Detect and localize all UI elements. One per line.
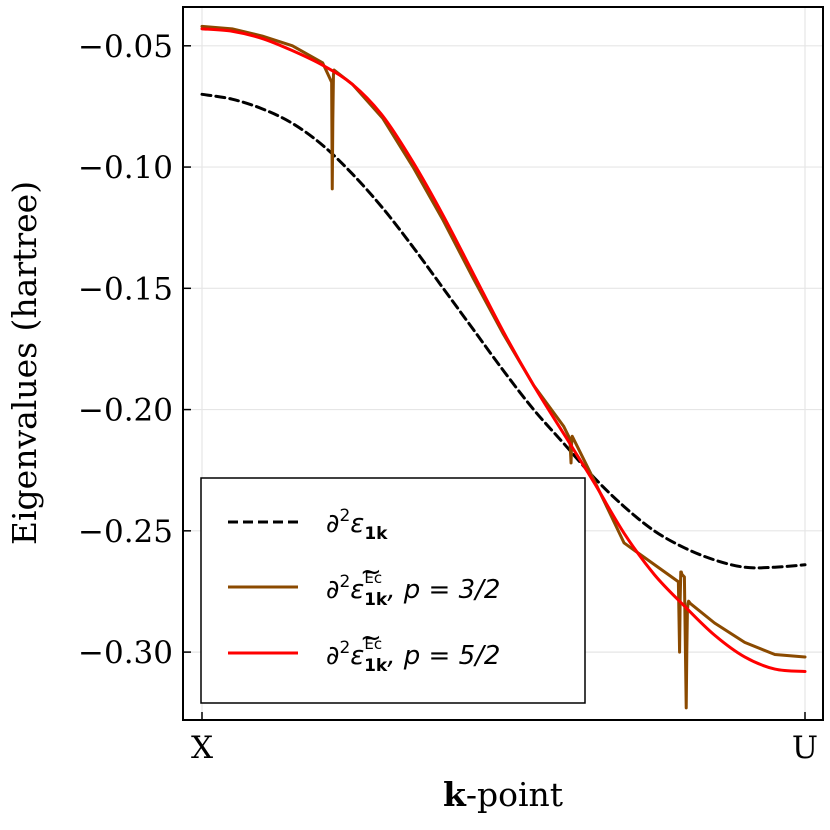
x-tick-label: U [792,730,818,766]
legend-0-sub: 1k [364,524,388,544]
legend-1-sub: 1k [364,590,388,610]
legend-2-p: , p = 5/2 [387,641,500,671]
legend-0-sup: 2 [339,506,350,526]
legend-2-sup: 2 [339,638,350,658]
x-axis-label-bold: k [443,775,467,814]
legend-label-1: ∂2εEc 1k, p = 3/2 [326,569,500,610]
legend-0-rest: ε [350,509,364,539]
legend-box [200,477,586,704]
y-tick-label: −0.25 [78,514,173,550]
x-axis-label: k-point [443,775,563,814]
y-tick-label: −0.20 [78,393,173,429]
series-line-2 [200,27,807,673]
legend-2-sub: 1k [364,656,388,676]
y-tick-label: −0.15 [78,271,173,307]
series-group [200,24,807,710]
y-tick-label: −0.10 [78,150,173,186]
legend-1-p: , p = 3/2 [387,575,500,605]
legend-1-rest: ε [350,575,364,605]
y-tick-label: −0.30 [78,635,173,671]
plot-frame [182,6,824,721]
legend-1-sup: 2 [339,572,350,592]
legend-2-symbol: ∂ [326,641,339,671]
x-axis-label-rest: -point [466,775,563,814]
legend-label-0: ∂2ε1k [326,506,388,544]
legend-1-ec: Ec [364,569,382,587]
y-ticks: −0.05 −0.10 −0.15 −0.20 −0.25 −0.30 [78,29,191,671]
legend: ∂2ε1k ∂2εEc 1k, p = 3/2 ~ ∂2εEc 1k, p = 5/… [200,477,586,704]
x-tick-label: X [191,730,213,766]
series-line-0 [200,92,807,570]
y-tick-label: −0.05 [78,29,173,65]
legend-tilde-2: ~ [360,623,382,653]
legend-1-symbol: ∂ [326,575,339,605]
legend-label-2: ∂2εEc 1k, p = 5/2 [326,635,500,676]
y-axis-label: Eigenvalues (hartree) [5,181,44,545]
legend-tilde-1: ~ [360,557,382,587]
legend-2-rest: ε [350,641,364,671]
legend-2-ec: Ec [364,635,382,653]
legend-0-symbol: ∂ [326,509,339,539]
